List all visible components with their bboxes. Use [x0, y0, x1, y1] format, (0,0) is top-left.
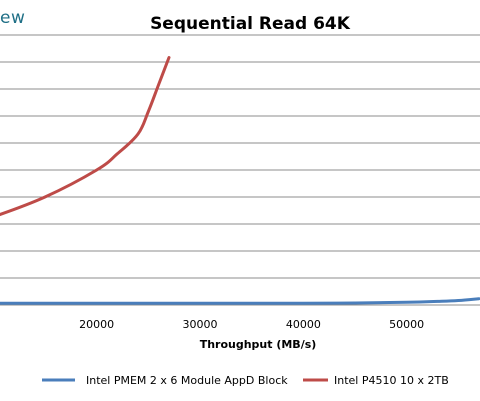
- x-tick-label: 30000: [183, 318, 218, 331]
- legend-label-1: Intel P4510 10 x 2TB: [334, 374, 449, 387]
- series-line-1: [0, 56, 171, 217]
- x-axis-label: Throughput (MB/s): [200, 338, 317, 351]
- series-line-0: [0, 297, 480, 305]
- series-lines: [0, 56, 480, 305]
- chart-title: Sequential Read 64K: [150, 14, 350, 34]
- legend-label-0: Intel PMEM 2 x 6 Module AppD Block: [86, 374, 288, 387]
- legend: Intel PMEM 2 x 6 Module AppD Block Intel …: [42, 374, 449, 387]
- x-tick-label: 50000: [389, 318, 424, 331]
- gridlines: [0, 34, 480, 279]
- x-tick-labels: 020000300004000050000: [79, 318, 424, 331]
- x-tick-label: 20000: [79, 318, 114, 331]
- x-tick-label: 40000: [286, 318, 321, 331]
- logo-fragment: ew: [0, 8, 26, 28]
